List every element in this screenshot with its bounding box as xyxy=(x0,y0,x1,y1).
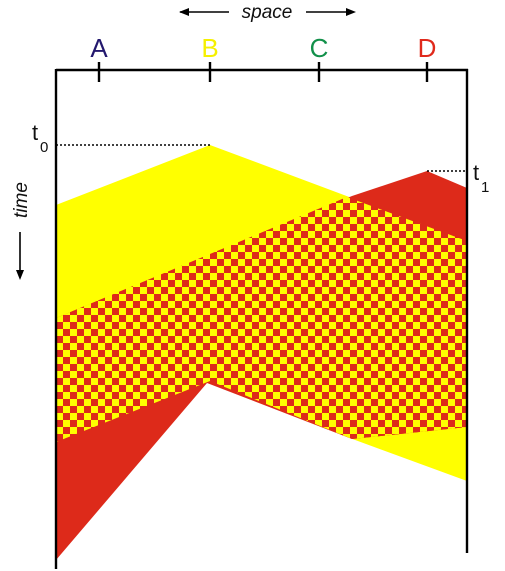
station-label-d: D xyxy=(418,33,437,63)
t0-subscript: 0 xyxy=(40,139,48,156)
t1-subscript: 1 xyxy=(481,179,489,196)
bus-and-ticks xyxy=(54,62,469,569)
station-label-c: C xyxy=(310,33,329,63)
space-axis-arrow xyxy=(179,8,356,16)
time-label: time xyxy=(11,182,32,218)
t0-label: t xyxy=(32,120,38,145)
station-label-a: A xyxy=(90,33,108,63)
collision-overlap-region xyxy=(56,197,467,442)
time-axis-arrow xyxy=(16,232,24,280)
station-label-b: B xyxy=(201,33,218,63)
space-label: space xyxy=(242,2,293,23)
t1-label: t xyxy=(473,160,479,185)
